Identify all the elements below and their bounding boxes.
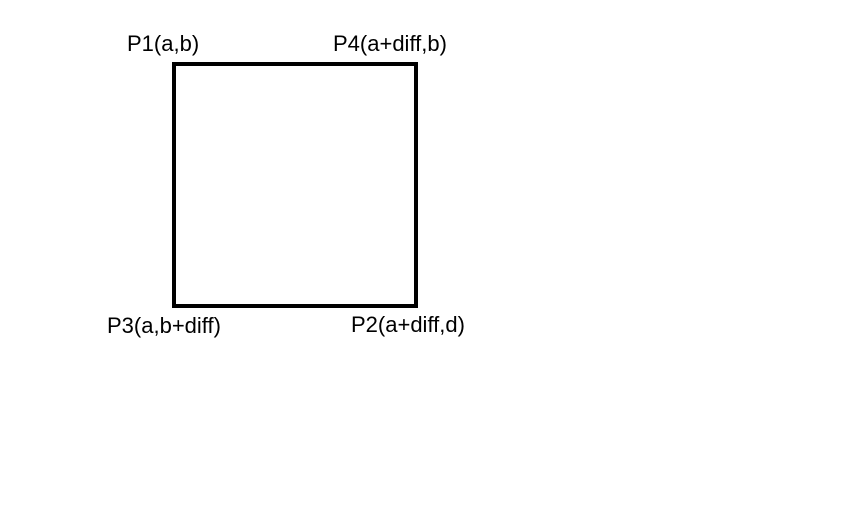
corner-label-p3: P3(a,b+diff) [107,313,221,338]
corner-label-p1: P1(a,b) [127,31,200,56]
corner-label-p4: P4(a+diff,b) [333,31,447,56]
corner-label-p2: P2(a+diff,d) [351,312,465,337]
square-outline [172,62,418,308]
